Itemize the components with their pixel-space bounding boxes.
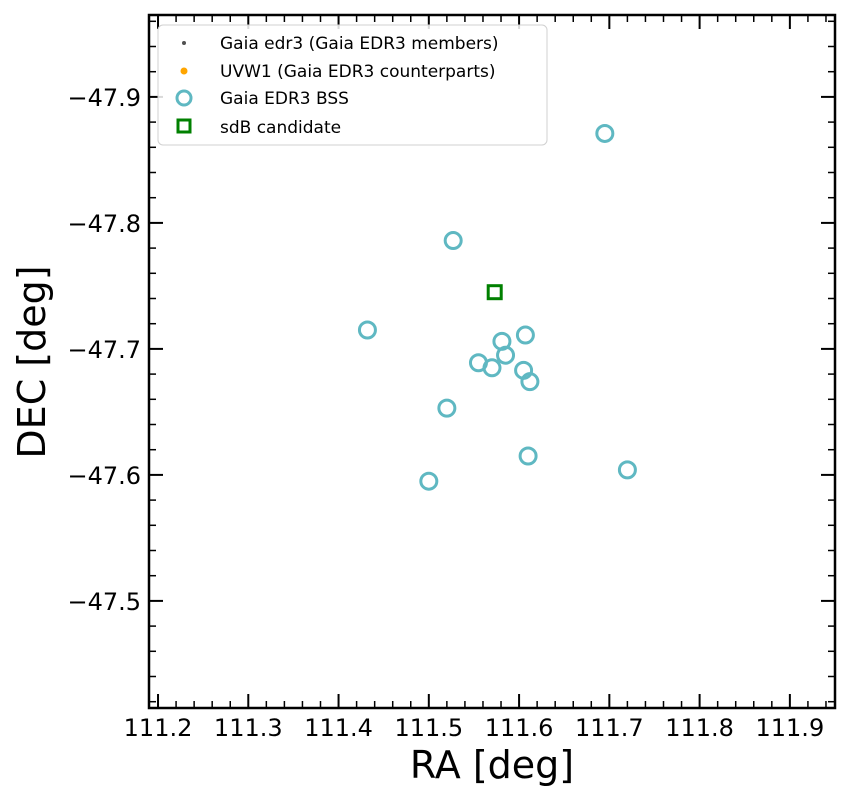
- bss-point: [357, 320, 377, 340]
- plot-frame: [147, 13, 837, 710]
- legend-marker-sdb: [176, 118, 192, 134]
- y-tick-label: −47.8: [67, 210, 141, 238]
- legend-marker-gaia-members: [182, 41, 186, 45]
- y-tick-label: −47.6: [67, 462, 141, 490]
- bss-point: [617, 460, 637, 480]
- x-tick-label: 111.7: [575, 714, 644, 742]
- x-axis-label: RA [deg]: [410, 743, 574, 787]
- legend-label-bss: Gaia EDR3 BSS: [220, 89, 349, 109]
- x-axis-ticks: [157, 15, 827, 708]
- x-tick-label: 111.6: [485, 714, 554, 742]
- bss-point: [515, 325, 535, 345]
- legend-label-sdb: sdB candidate: [220, 118, 341, 138]
- y-axis-tick-labels: −47.5 −47.6 −47.7 −47.8 −47.9: [67, 84, 141, 616]
- x-tick-label: 111.4: [304, 714, 373, 742]
- bss-point: [443, 231, 463, 251]
- legend-marker-bss: [175, 89, 193, 107]
- bss-point: [437, 398, 457, 418]
- bss-point: [419, 471, 439, 491]
- x-tick-label: 111.9: [756, 714, 825, 742]
- legend-label-uvw1: UVW1 (Gaia EDR3 counterparts): [220, 62, 496, 82]
- sdb-candidate-point: [486, 284, 503, 301]
- bss-point: [595, 123, 615, 143]
- bss-points-layer: [357, 123, 637, 491]
- legend: Gaia edr3 (Gaia EDR3 members) UVW1 (Gaia…: [157, 24, 548, 146]
- y-tick-label: −47.9: [67, 84, 141, 112]
- x-axis-tick-labels: 111.2 111.3 111.4 111.5 111.6 111.7 111.8 111.9: [124, 714, 825, 742]
- bss-point: [520, 372, 540, 392]
- y-axis-ticks: [149, 20, 835, 703]
- x-tick-label: 111.8: [665, 714, 734, 742]
- legend-marker-uvw1: [180, 67, 188, 75]
- legend-label-gaia-members: Gaia edr3 (Gaia EDR3 members): [220, 34, 499, 54]
- x-tick-label: 111.3: [214, 714, 283, 742]
- legend-box: [157, 24, 548, 146]
- y-tick-label: −47.7: [67, 336, 141, 364]
- sdb-candidate-layer: [486, 284, 503, 301]
- bss-point: [496, 345, 516, 365]
- y-tick-label: −47.5: [67, 588, 141, 616]
- x-tick-label: 111.2: [124, 714, 193, 742]
- y-axis-label: DEC [deg]: [10, 265, 54, 458]
- bss-point: [518, 446, 538, 466]
- bss-point: [482, 358, 502, 378]
- x-tick-label: 111.5: [394, 714, 463, 742]
